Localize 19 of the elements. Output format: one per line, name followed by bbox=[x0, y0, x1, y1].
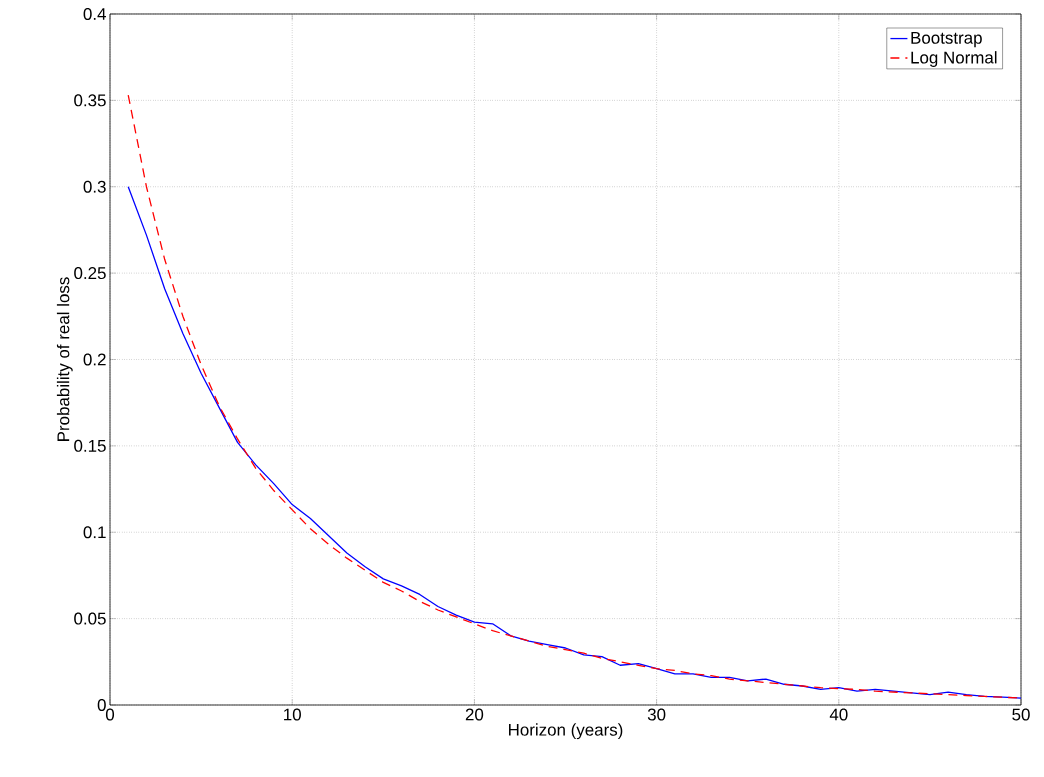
x-axis-title: Horizon (years) bbox=[509, 723, 623, 740]
y-tick-label: 0.1 bbox=[83, 526, 106, 539]
y-tick-label: 0.35 bbox=[74, 94, 106, 107]
x-tick-label: 0 bbox=[105, 708, 115, 721]
x-tick-label: 40 bbox=[829, 708, 848, 721]
x-tick-label: 30 bbox=[647, 708, 666, 721]
y-tick-label: 0.05 bbox=[74, 612, 106, 625]
y-tick-label: 0.4 bbox=[83, 7, 106, 20]
legend-label: Log Normal bbox=[911, 51, 997, 67]
x-tick-label: 20 bbox=[465, 708, 484, 721]
y-tick-label: 0.25 bbox=[74, 267, 106, 280]
y-tick-label: 0.3 bbox=[83, 180, 106, 193]
y-tick-label: 0.15 bbox=[74, 439, 106, 452]
y-tick-label: 0 bbox=[97, 699, 106, 711]
y-axis-title: Probability of real loss bbox=[56, 277, 73, 441]
legend-label: Bootstrap bbox=[911, 31, 982, 48]
x-tick-label: 10 bbox=[284, 708, 301, 721]
x-tick-label: 50 bbox=[1012, 708, 1030, 721]
y-tick-label: 0.2 bbox=[83, 353, 106, 366]
